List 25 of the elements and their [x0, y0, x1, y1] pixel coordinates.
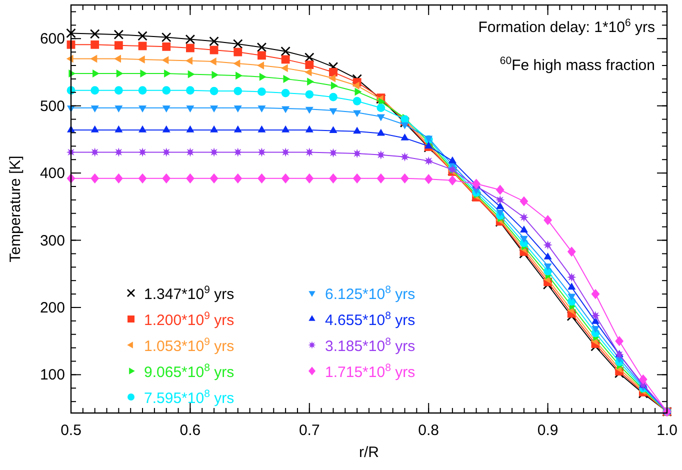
y-tick-label: 500 — [40, 98, 65, 115]
annotation: Formation delay: 1*10$^{6}$ yrs — [478, 17, 655, 36]
legend-label: 1.053*10$^{9}$ yrs — [144, 336, 234, 355]
y-tick-label: 300 — [40, 232, 65, 250]
x-tick-label: 0.6 — [180, 422, 201, 439]
annotation: $^{60}$Fe high mass fraction — [500, 55, 655, 74]
legend-label: 1.347*10$^{9}$ yrs — [144, 284, 234, 303]
legend-label: 6.125*10$^{8}$ yrs — [325, 284, 416, 303]
legend-label: 1.200*10$^{9}$ yrs — [144, 310, 234, 329]
x-axis-title: r/R — [359, 444, 380, 461]
y-axis-title: Temperature [K] — [7, 156, 24, 262]
x-tick-label: 1.0 — [656, 422, 678, 439]
legend-label: 9.065*10$^{8}$ yrs — [144, 362, 234, 381]
legend-label: 3.185*10$^{8}$ yrs — [325, 336, 416, 355]
x-tick-label: 0.5 — [60, 422, 82, 439]
y-tick-label: 100 — [40, 366, 65, 384]
x-tick-label: 0.8 — [418, 422, 440, 439]
x-tick-label: 0.9 — [537, 422, 558, 439]
y-tick-label: 200 — [40, 299, 65, 316]
y-tick-label: 400 — [40, 165, 65, 182]
x-tick-label: 0.7 — [298, 422, 320, 439]
legend-label: 4.655*10$^{8}$ yrs — [325, 310, 416, 329]
legend-label: 7.595*10$^{8}$ yrs — [144, 388, 234, 407]
y-tick-label: 600 — [40, 30, 65, 48]
legend-label: 1.715*10$^{8}$ yrs — [325, 362, 416, 381]
